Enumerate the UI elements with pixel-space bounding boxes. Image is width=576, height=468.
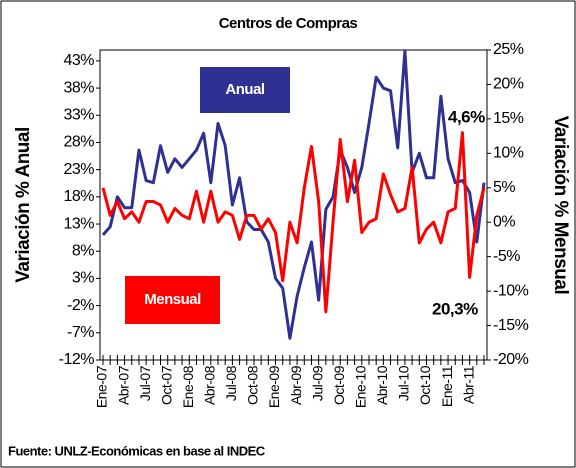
- y2-tick-label: 25%: [493, 41, 524, 58]
- y-tick-label: -7%: [67, 324, 94, 341]
- y-tick-label: 38%: [63, 79, 94, 96]
- x-tick-label: Ene-08: [180, 365, 196, 408]
- x-tick-label: Jul-07: [137, 365, 153, 401]
- y2-tick-label: -5%: [493, 248, 520, 265]
- x-tick-label: Oct-07: [158, 365, 174, 405]
- plot-area: [99, 49, 488, 361]
- x-tick-label: Oct-10: [417, 365, 433, 405]
- y-tick-label: 33%: [63, 106, 94, 123]
- y-tick-label: 18%: [63, 188, 94, 205]
- x-tick-label: Abr-08: [202, 365, 218, 405]
- x-tick-label: Oct-09: [331, 365, 347, 405]
- y-axis-label: Variación % Anual: [13, 127, 34, 283]
- x-tick-label: Oct-08: [245, 365, 261, 405]
- source: Fuente: UNLZ-Económicas en base al INDEC: [8, 443, 266, 458]
- x-tick-label: Abr-09: [288, 365, 304, 405]
- y2-tick-label: 20%: [493, 76, 524, 93]
- x-tick-label: Ene-07: [94, 365, 110, 408]
- y2-tick-label: -10%: [493, 282, 529, 299]
- y-tick-label: -12%: [59, 351, 95, 368]
- y2-tick-label: 10%: [493, 145, 524, 162]
- y-tick-label: 28%: [63, 134, 94, 151]
- y-tick-label: 43%: [63, 52, 94, 69]
- y-tick-label: 8%: [72, 242, 94, 259]
- y2-tick-label: 15%: [493, 110, 524, 127]
- x-tick-label: Ene-10: [352, 365, 368, 408]
- x-tick-label: Abr-07: [115, 365, 131, 405]
- legend-label: Anual: [225, 81, 265, 98]
- legend-box: [125, 276, 220, 324]
- x-tick-label: Abr-10: [374, 365, 390, 405]
- legend-label: Mensual: [144, 291, 201, 308]
- y-tick-label: 23%: [63, 161, 94, 178]
- x-tick-label: Ene-11: [439, 365, 455, 407]
- y2-axis-label: Variación % Mensual: [550, 116, 571, 294]
- series-line: [101, 131, 486, 314]
- y-tick-label: 3%: [72, 270, 94, 287]
- y2-tick-label: -20%: [493, 351, 529, 368]
- y-tick-label: -2%: [67, 297, 94, 314]
- y2-tick-label: -15%: [493, 317, 529, 334]
- y-tick-label: 13%: [63, 215, 94, 232]
- x-tick-label: Jul-09: [309, 365, 325, 401]
- y2-tick-label: 5%: [493, 179, 515, 196]
- legend-box: [200, 67, 290, 113]
- annotation: 20,3%: [432, 299, 478, 318]
- x-tick-label: Jul-08: [223, 365, 239, 401]
- annotation: 4,6%: [448, 107, 485, 126]
- y2-tick-label: 0%: [493, 213, 515, 230]
- chart-title: Centros de Compras: [219, 15, 358, 32]
- series-line: [101, 49, 486, 340]
- x-tick-label: Jul-10: [396, 365, 412, 401]
- x-tick-label: Abr-11: [460, 365, 476, 404]
- x-tick-label: Ene-09: [266, 365, 282, 408]
